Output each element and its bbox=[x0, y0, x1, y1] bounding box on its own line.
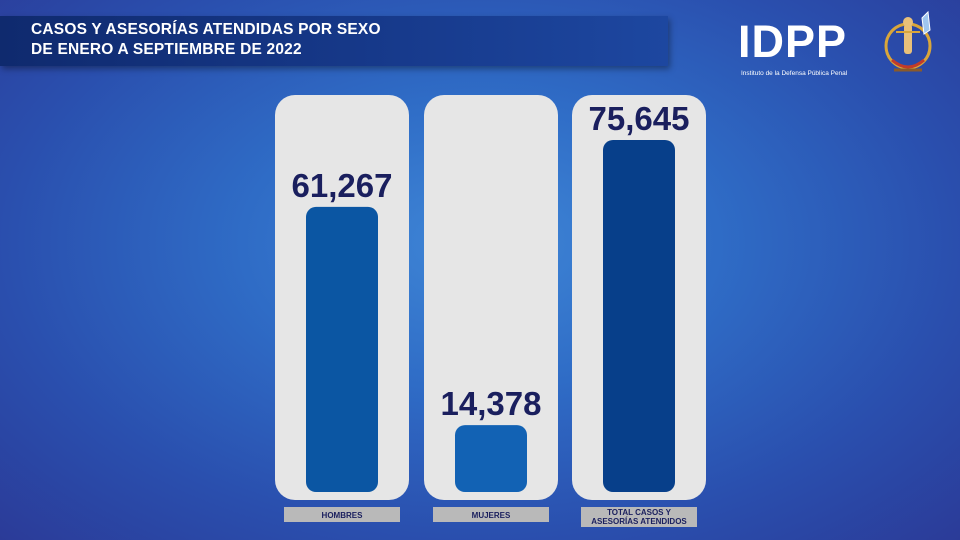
bar-hombres bbox=[306, 206, 378, 492]
category-label-total-line-1: TOTAL CASOS Y bbox=[607, 508, 672, 517]
idpp-logo: IDPP Instituto de la Defensa Pública Pen… bbox=[738, 10, 938, 84]
logo-name: IDPP bbox=[738, 16, 848, 67]
logo-subtitle: Instituto de la Defensa Pública Penal bbox=[741, 70, 848, 77]
value-label-total: 75,645 bbox=[589, 100, 690, 137]
category-label-mujeres: MUJERES bbox=[472, 511, 511, 520]
value-label-mujeres: 14,378 bbox=[441, 385, 542, 422]
bar-panel-mujeres bbox=[424, 95, 558, 500]
title-banner: CASOS Y ASESORÍAS ATENDIDAS POR SEXO DE … bbox=[0, 16, 668, 66]
bar-total bbox=[603, 140, 675, 492]
page-title-line-1: CASOS Y ASESORÍAS ATENDIDAS POR SEXO bbox=[31, 21, 381, 38]
category-label-total-line-2: ASESORÍAS ATENDIDOS bbox=[591, 517, 687, 526]
page-title-line-2: DE ENERO A SEPTIEMBRE DE 2022 bbox=[31, 41, 302, 58]
category-tab-total bbox=[581, 507, 697, 527]
bar-mujeres bbox=[455, 425, 527, 492]
category-label-hombres: HOMBRES bbox=[322, 511, 364, 520]
value-label-hombres: 61,267 bbox=[292, 167, 393, 204]
category-tab-hombres bbox=[284, 507, 400, 522]
justice-emblem-icon bbox=[884, 10, 932, 72]
category-tab-mujeres bbox=[433, 507, 549, 522]
